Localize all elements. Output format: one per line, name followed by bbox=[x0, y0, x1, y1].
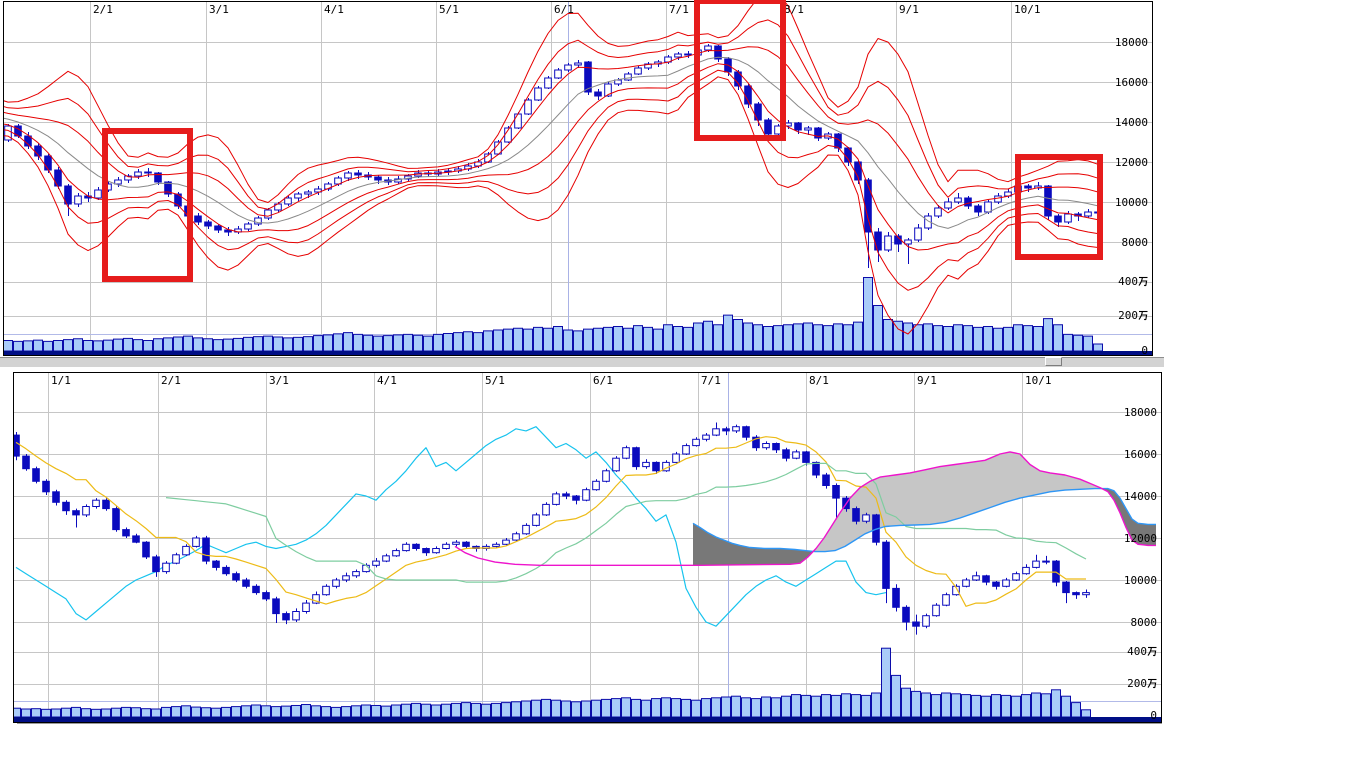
highlight-rectangles bbox=[102, 0, 1103, 282]
bollinger-candlestick-chart: 2/1 3/1 4/1 5/1 6/1 7/1 8/1 9/1 10/1 18000 16000 14… bbox=[3, 0, 1153, 358]
chart-frame bbox=[13, 372, 1162, 723]
volume-layer bbox=[3, 277, 1153, 356]
svg-text:10000: 10000 bbox=[1124, 574, 1157, 587]
svg-text:7/1: 7/1 bbox=[701, 374, 721, 387]
svg-text:8/1: 8/1 bbox=[809, 374, 829, 387]
svg-text:6/1: 6/1 bbox=[593, 374, 613, 387]
svg-text:4/1: 4/1 bbox=[377, 374, 397, 387]
man-kanji-glyph bbox=[1147, 646, 1157, 657]
svg-text:6/1: 6/1 bbox=[554, 3, 574, 16]
svg-text:400: 400 bbox=[1127, 645, 1147, 658]
volume-axis-bar bbox=[3, 351, 1153, 356]
svg-text:5/1: 5/1 bbox=[485, 374, 505, 387]
highlight-rectangle bbox=[1015, 154, 1103, 260]
svg-text:2/1: 2/1 bbox=[93, 3, 113, 16]
axis-labels: 1/1 2/1 3/1 4/1 5/1 6/1 7/1 8/1 9/1 10/1 18000 1600… bbox=[51, 374, 1157, 722]
svg-text:16000: 16000 bbox=[1115, 76, 1148, 89]
man-kanji-glyph bbox=[1147, 678, 1157, 689]
svg-text:10/1: 10/1 bbox=[1014, 3, 1041, 16]
man-kanji-glyph bbox=[1138, 276, 1148, 287]
chart-frame bbox=[3, 1, 1153, 356]
svg-text:400: 400 bbox=[1118, 275, 1138, 288]
svg-text:12000: 12000 bbox=[1115, 156, 1148, 169]
svg-text:9/1: 9/1 bbox=[899, 3, 919, 16]
svg-text:14000: 14000 bbox=[1124, 490, 1157, 503]
ichimoku-cloud bbox=[693, 452, 1156, 566]
svg-text:9/1: 9/1 bbox=[917, 374, 937, 387]
svg-text:14000: 14000 bbox=[1115, 116, 1148, 129]
svg-text:0: 0 bbox=[1141, 344, 1148, 357]
svg-text:8000: 8000 bbox=[1122, 236, 1149, 249]
svg-text:16000: 16000 bbox=[1124, 448, 1157, 461]
svg-text:18000: 18000 bbox=[1124, 406, 1157, 419]
axis-labels: 2/1 3/1 4/1 5/1 6/1 7/1 8/1 9/1 10/1 18000 16000 14… bbox=[93, 3, 1148, 357]
svg-text:10/1: 10/1 bbox=[1025, 374, 1052, 387]
man-kanji-glyph bbox=[1138, 310, 1148, 321]
svg-text:2/1: 2/1 bbox=[161, 374, 181, 387]
svg-text:3/1: 3/1 bbox=[209, 3, 229, 16]
svg-text:18000: 18000 bbox=[1115, 36, 1148, 49]
svg-text:8000: 8000 bbox=[1131, 616, 1158, 629]
horizontal-scrollbar-thumb[interactable] bbox=[1045, 357, 1062, 366]
plot-area bbox=[13, 372, 1162, 722]
svg-text:12000: 12000 bbox=[1124, 532, 1157, 545]
ichimoku-candlestick-chart: 1/1 2/1 3/1 4/1 5/1 6/1 7/1 8/1 9/1 10/1 18000 1600… bbox=[13, 372, 1162, 724]
svg-text:3/1: 3/1 bbox=[269, 374, 289, 387]
volume-layer bbox=[13, 647, 1162, 722]
svg-text:1/1: 1/1 bbox=[51, 374, 71, 387]
svg-text:4/1: 4/1 bbox=[324, 3, 344, 16]
svg-text:200: 200 bbox=[1118, 309, 1138, 322]
svg-text:8/1: 8/1 bbox=[784, 3, 804, 16]
horizontal-scrollbar-track[interactable] bbox=[0, 357, 1164, 367]
highlight-rectangle bbox=[102, 128, 193, 282]
svg-text:200: 200 bbox=[1127, 677, 1147, 690]
svg-text:10000: 10000 bbox=[1115, 196, 1148, 209]
candlesticks-layer bbox=[13, 422, 1090, 635]
volume-axis-bar bbox=[13, 717, 1162, 722]
plot-area bbox=[3, 1, 1153, 356]
highlight-rectangle bbox=[694, 0, 786, 141]
ichimoku-lines bbox=[15, 436, 1156, 607]
bollinger-bands bbox=[3, 1, 1099, 335]
svg-text:7/1: 7/1 bbox=[669, 3, 689, 16]
svg-text:0: 0 bbox=[1150, 709, 1157, 722]
svg-text:5/1: 5/1 bbox=[439, 3, 459, 16]
